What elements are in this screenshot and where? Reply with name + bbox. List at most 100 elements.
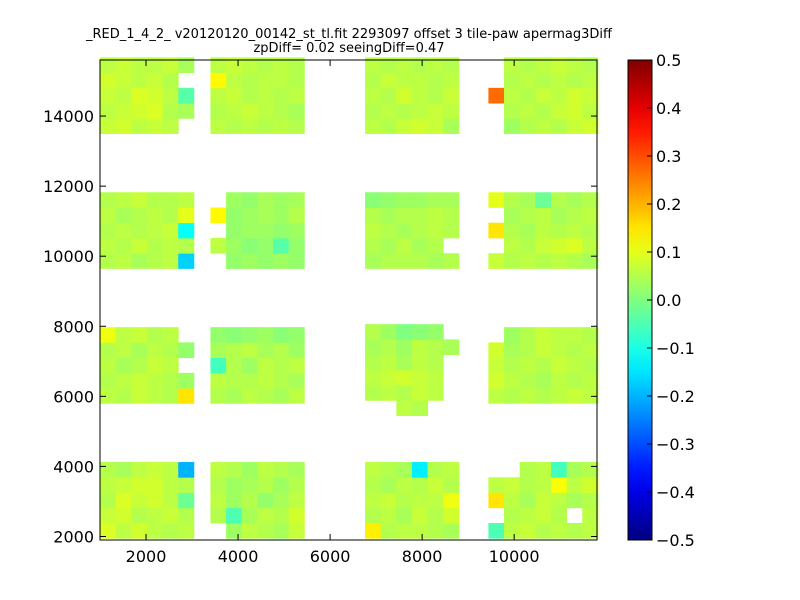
heatmap-cell: [146, 507, 163, 524]
heatmap-cell: [273, 342, 290, 359]
heatmap-cell: [288, 253, 305, 269]
y-tick-label: 12000: [43, 177, 94, 196]
heatmap-cell: [210, 357, 227, 374]
heatmap-cell: [582, 327, 599, 343]
heatmap-cell: [519, 388, 536, 404]
heatmap-cell: [519, 87, 536, 104]
heatmap-cell: [550, 118, 568, 134]
heatmap-cell: [443, 222, 460, 239]
heatmap-cell: [115, 327, 132, 343]
heatmap-cell: [100, 342, 117, 359]
heatmap-cell: [504, 192, 521, 208]
heatmap-cell: [412, 477, 429, 493]
heatmap-cell: [146, 253, 163, 269]
heatmap-cell: [550, 492, 568, 509]
heatmap-cell: [550, 477, 568, 493]
heatmap-cell: [443, 477, 460, 493]
heatmap-cell: [488, 388, 505, 404]
heatmap-cell: [131, 462, 148, 478]
heatmap-cell: [504, 388, 521, 404]
heatmap-cell: [226, 72, 243, 89]
heatmap-cell: [100, 462, 117, 478]
heatmap-cell: [365, 57, 382, 74]
heatmap-cell: [178, 103, 195, 119]
heatmap-cell: [146, 462, 163, 478]
heatmap-cell: [535, 327, 552, 343]
heatmap-cell: [380, 324, 397, 340]
heatmap-cell: [412, 492, 429, 509]
heatmap-cell: [427, 385, 444, 401]
heatmap-cell: [131, 207, 148, 224]
heatmap-cell: [241, 103, 258, 119]
heatmap-cell: [550, 388, 568, 404]
heatmap-cell: [519, 222, 536, 239]
heatmap-cell: [100, 103, 117, 119]
heatmap-cell: [535, 57, 552, 74]
heatmap-cell: [131, 507, 148, 524]
heatmap-cell: [257, 357, 274, 374]
heatmap-cell: [257, 72, 274, 89]
heatmap-cell: [582, 357, 599, 374]
heatmap-cell: [582, 87, 599, 104]
heatmap-cell: [550, 372, 568, 389]
heatmap-cell: [226, 118, 243, 134]
heatmap-cell: [566, 57, 583, 74]
heatmap-cell: [380, 192, 397, 208]
heatmap-cell: [146, 372, 163, 389]
heatmap-cell: [131, 253, 148, 269]
heatmap-cell: [162, 342, 179, 359]
heatmap-cell: [131, 87, 148, 104]
heatmap-cell: [535, 357, 552, 374]
heatmap-cell: [535, 118, 552, 134]
heatmap-cell: [488, 477, 505, 493]
heatmap-cell: [257, 118, 274, 134]
heatmap-cell: [288, 192, 305, 208]
heatmap-cell: [365, 103, 382, 119]
heatmap-cell: [100, 507, 117, 524]
heatmap-cell: [146, 492, 163, 509]
heatmap-cell: [115, 118, 132, 134]
heatmap-cell: [241, 207, 258, 224]
heatmap-cell: [535, 72, 552, 89]
heatmap-cell: [504, 253, 521, 269]
heatmap-cell: [210, 507, 227, 524]
colorbar-tick-label: −0.4: [656, 483, 695, 502]
heatmap-cell: [100, 327, 117, 343]
heatmap-cell: [582, 388, 599, 404]
heatmap-cell: [146, 87, 163, 104]
heatmap-cell: [241, 192, 258, 208]
heatmap-cell: [504, 103, 521, 119]
heatmap-cell: [535, 477, 552, 493]
heatmap-cell: [582, 103, 599, 119]
heatmap-cell: [257, 237, 274, 254]
heatmap-cell: [412, 462, 429, 478]
heatmap-cell: [550, 57, 568, 74]
heatmap-cell: [131, 357, 148, 374]
heatmap-cell: [257, 523, 274, 539]
colorbar-tick-label: −0.2: [656, 387, 695, 406]
heatmap-cell: [443, 492, 460, 509]
heatmap-cell: [273, 357, 290, 374]
heatmap-cell: [115, 462, 132, 478]
heatmap-cell: [535, 523, 552, 539]
heatmap-cell: [566, 388, 583, 404]
heatmap-cell: [412, 237, 429, 254]
heatmap-cell: [273, 372, 290, 389]
heatmap-cells: [100, 57, 599, 539]
heatmap-cell: [131, 388, 148, 404]
heatmap-cell: [178, 492, 195, 509]
heatmap-cell: [115, 372, 132, 389]
heatmap-cell: [519, 72, 536, 89]
heatmap-cell: [365, 87, 382, 104]
heatmap-cell: [427, 72, 444, 89]
heatmap-cell: [131, 523, 148, 539]
heatmap-cell: [396, 72, 413, 89]
heatmap-cell: [131, 327, 148, 343]
heatmap-cell: [226, 462, 243, 478]
colorbar-tick-label: 0.2: [656, 195, 681, 214]
heatmap-cell: [550, 207, 568, 224]
heatmap-cell: [365, 507, 382, 524]
chart-title: _RED_1_4_2_ v20120120_00142_st_tl.fit 22…: [85, 27, 613, 56]
heatmap-cell: [273, 523, 290, 539]
heatmap-cell: [273, 507, 290, 524]
